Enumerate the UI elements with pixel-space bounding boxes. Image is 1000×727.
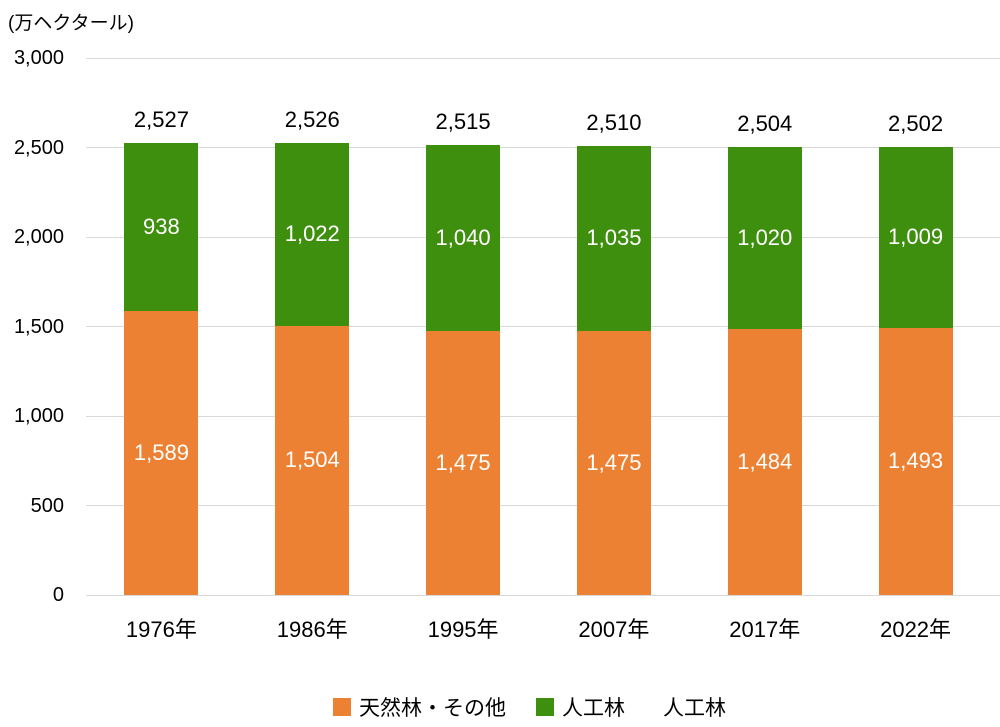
bar-segment-natural-forest: 1,493	[878, 327, 953, 595]
bar-segment-natural-forest: 1,589	[124, 310, 199, 595]
natural-forest-value-label: 1,475	[586, 449, 642, 475]
legend-item: 天然林・その他	[333, 692, 506, 722]
y-axis-unit-label: (万ヘクタール)	[8, 13, 134, 34]
y-tick-label: 0	[52, 584, 64, 606]
y-tick-label: 1,500	[13, 315, 64, 338]
y-tick-label: 500	[30, 494, 64, 517]
natural-forest-value-label: 1,493	[888, 448, 944, 474]
bar-segment-natural-forest: 1,484	[727, 329, 802, 595]
x-axis-label: 2022年	[880, 617, 952, 642]
bar-segment-planted-forest: 1,009	[878, 147, 953, 328]
x-axis-label: 2007年	[578, 617, 650, 642]
planted-forest-value-label: 1,040	[435, 224, 491, 250]
x-axis-label: 1995年	[427, 617, 499, 642]
natural-forest-value-label: 1,475	[435, 449, 491, 475]
x-axis-label: 2017年	[729, 617, 801, 642]
legend-label: 天然林・その他	[359, 697, 506, 720]
y-tick-label: 2,500	[13, 136, 64, 159]
planted-forest-value-label: 1,009	[888, 224, 944, 250]
bar-total-label: 2,527	[133, 106, 189, 132]
bar-segment-planted-forest: 938	[124, 142, 199, 311]
legend-swatch-icon	[333, 698, 351, 716]
planted-forest-value-label: 1,022	[284, 221, 340, 247]
gridline	[86, 236, 1000, 238]
y-tick-label: 2,000	[13, 226, 64, 248]
legend: 天然林・その他 人工林 人工林	[333, 692, 726, 722]
gridline	[86, 326, 1000, 327]
gridline	[86, 57, 1000, 59]
natural-forest-value-label: 1,589	[133, 439, 189, 465]
gridline	[86, 415, 1000, 417]
y-tick-label: 3,000	[13, 47, 64, 69]
x-axis-label: 1976年	[125, 617, 197, 642]
bar-total-label: 2,526	[284, 106, 340, 132]
legend-swatch-icon	[536, 698, 554, 716]
gridline	[86, 594, 1000, 596]
natural-forest-value-label: 1,484	[737, 449, 793, 475]
bar-segment-planted-forest: 1,022	[275, 142, 350, 326]
y-tick-label: 1,000	[13, 405, 64, 427]
legend-label: 人工林	[562, 697, 625, 720]
bar-segment-natural-forest: 1,475	[576, 330, 651, 595]
bar-total-label: 2,515	[435, 108, 491, 134]
gridline	[86, 505, 1000, 506]
legend-label: 人工林	[663, 697, 726, 720]
bar-total-label: 2,504	[737, 110, 793, 136]
bar-segment-planted-forest: 1,040	[426, 144, 501, 331]
natural-forest-value-label: 1,504	[284, 447, 340, 473]
bar-segment-natural-forest: 1,475	[426, 330, 501, 595]
planted-forest-value-label: 1,035	[586, 225, 642, 251]
legend-item: 人工林	[536, 692, 625, 722]
bar-segment-planted-forest: 1,020	[727, 146, 802, 330]
bar-total-label: 2,502	[888, 111, 944, 137]
legend-item: 人工林	[663, 692, 726, 722]
x-axis-label: 1986年	[276, 617, 348, 642]
bar-segment-planted-forest: 1,035	[576, 145, 651, 331]
gridline	[86, 147, 1000, 148]
bar-segment-natural-forest: 1,504	[275, 325, 350, 595]
planted-forest-value-label: 938	[143, 213, 180, 239]
planted-forest-value-label: 1,020	[737, 225, 793, 251]
bar-total-label: 2,510	[586, 109, 642, 135]
